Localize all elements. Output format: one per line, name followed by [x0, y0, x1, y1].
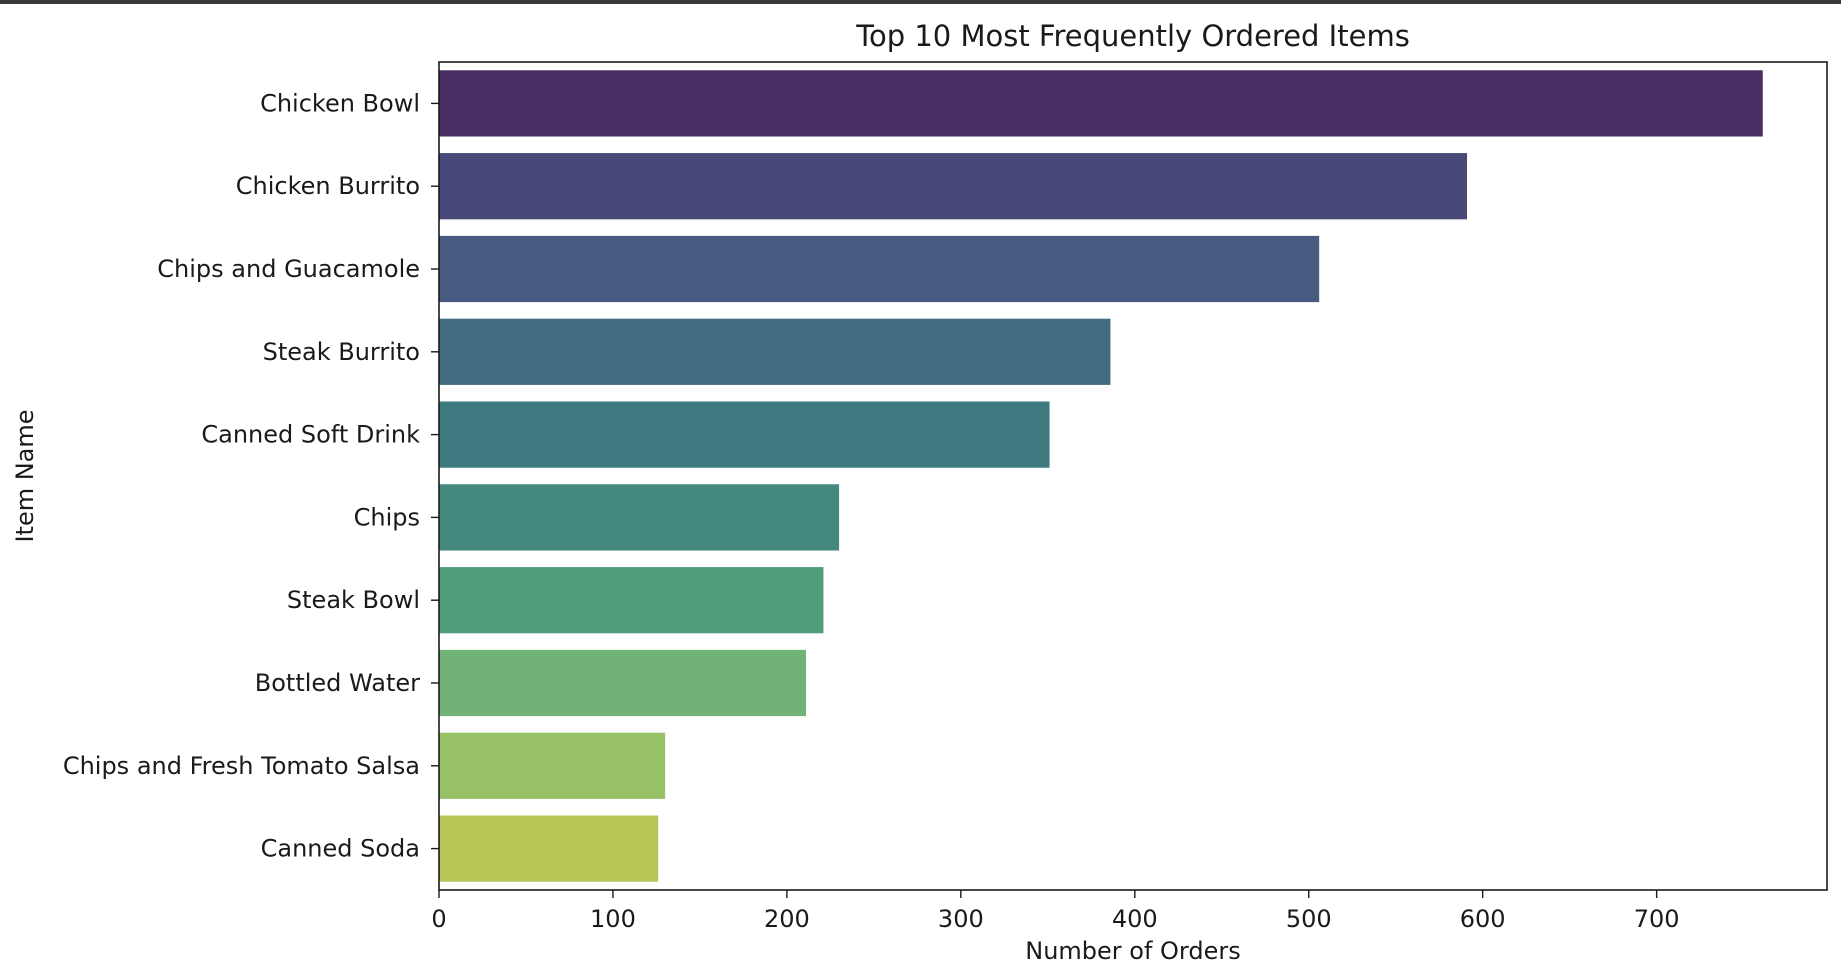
y-tick-label: Steak Burrito: [263, 338, 420, 366]
x-tick-label: 0: [431, 905, 446, 933]
plot-frame: [438, 61, 1828, 891]
window-top-strip: [0, 0, 1841, 4]
bar-chips: [439, 484, 840, 551]
bar-chips-and-guacamole: [439, 235, 1320, 303]
y-tick-label: Steak Bowl: [287, 586, 420, 614]
bar-steak-burrito: [439, 318, 1111, 385]
bar-canned-soda: [439, 815, 659, 882]
bar-chips-and-fresh-tomato-salsa: [439, 732, 666, 799]
x-tick-label: 600: [1460, 905, 1506, 933]
x-tick-label: 400: [1112, 905, 1158, 933]
x-tick-label: 700: [1634, 905, 1680, 933]
y-tick-label: Chips and Guacamole: [157, 255, 420, 283]
y-tick-label: Chicken Burrito: [236, 172, 420, 200]
chart-title: Top 10 Most Frequently Ordered Items: [855, 19, 1410, 53]
x-tick-label: 100: [590, 905, 636, 933]
x-tick-label: 200: [764, 905, 810, 933]
x-tick-label: 300: [938, 905, 984, 933]
y-axis: Chicken Bowl Chicken Burrito Chips and Gua…: [63, 89, 439, 863]
bar-chicken-burrito: [439, 153, 1468, 220]
y-tick-label: Chicken Bowl: [260, 89, 420, 117]
bar-bottled-water: [439, 649, 807, 717]
y-tick-label: Canned Soda: [261, 835, 420, 863]
y-tick-label: Canned Soft Drink: [201, 421, 420, 449]
y-axis-title: Item Name: [11, 409, 39, 542]
bar-steak-bowl: [439, 567, 824, 634]
x-axis: 0 100 200 300 400 500 600 700: [431, 890, 1680, 933]
y-tick-label: Bottled Water: [255, 669, 420, 697]
bars-layer: [439, 70, 1763, 882]
y-tick-label: Chips and Fresh Tomato Salsa: [63, 752, 420, 780]
x-axis-title: Number of Orders: [1025, 937, 1241, 961]
bar-canned-soft-drink: [439, 401, 1050, 468]
x-tick-label: 500: [1286, 905, 1332, 933]
bar-chicken-bowl: [439, 70, 1763, 137]
y-tick-label: Chips: [354, 503, 420, 531]
